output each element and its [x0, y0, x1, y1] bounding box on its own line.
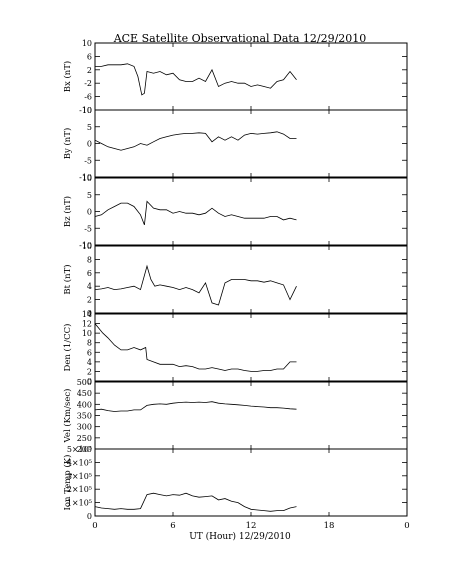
y-tick-label: -5	[84, 156, 92, 165]
y-tick-label: 5	[87, 191, 92, 200]
y-tick-label: 2	[87, 367, 92, 376]
y-tick-label: 4×10⁵	[67, 458, 92, 467]
y-tick-label: 300	[77, 423, 92, 432]
panel-frame	[94, 381, 408, 450]
y-tick-label: 8	[87, 255, 92, 264]
y-tick-label: 10	[82, 174, 92, 183]
series-line	[95, 63, 297, 96]
panels: 10 6 2 -2 -6 -10 Bx (nT) 10 5 0 -5 -10 By (nT) 10 5 0 -5…	[62, 39, 410, 531]
y-tick-label: 0	[87, 208, 92, 217]
y-axis-label: Bx (nT)	[62, 61, 73, 93]
panel-4: 10 8 6 4 2 0 Bt (nT)	[62, 242, 408, 318]
y-tick-label: 12	[82, 320, 92, 329]
y-tick-label: -10	[79, 173, 92, 182]
y-axis-label: Den (1/CC)	[62, 324, 73, 372]
chart-title: ACE Satellite Observational Data 12/29/2…	[113, 32, 367, 45]
series-line	[94, 200, 297, 226]
y-axis-label: Vel (Km/sec)	[62, 389, 73, 444]
y-tick-label: 200	[77, 445, 92, 454]
panel-frame	[94, 313, 408, 382]
y-tick-label: 6	[87, 52, 92, 61]
y-tick-label: -10	[79, 241, 92, 250]
y-tick-label: 3×10⁵	[67, 472, 92, 481]
y-axis-label: Bt (nT)	[62, 264, 73, 294]
y-axis-label: Bz (nT)	[62, 196, 73, 227]
y-tick-label: 14	[82, 310, 92, 319]
series-line	[94, 131, 297, 151]
y-tick-label: 0	[87, 377, 92, 386]
x-tick-label: 18	[324, 521, 335, 531]
x-axis-label: UT (Hour) 12/29/2010	[189, 531, 291, 542]
y-tick-label: 450	[77, 389, 92, 398]
panel-1: 10 6 2 -2 -6 -10 Bx (nT)	[62, 39, 408, 115]
y-tick-label: 250	[77, 434, 92, 443]
series-line	[94, 323, 297, 372]
y-tick-label: 10	[82, 39, 92, 48]
y-tick-label: 0	[87, 309, 92, 318]
series-line	[94, 264, 297, 306]
y-tick-label: 10	[82, 329, 92, 338]
y-tick-label: 2	[87, 296, 92, 305]
panel-frame	[94, 245, 408, 314]
y-tick-label: 4	[87, 358, 92, 367]
y-tick-label: 0	[87, 512, 92, 521]
x-tick-label: 12	[246, 521, 257, 531]
y-tick-label: 0	[87, 140, 92, 149]
y-tick-label: 2	[87, 66, 92, 75]
y-tick-label: 2×10⁵	[67, 485, 92, 494]
x-tick-label: 6	[170, 521, 175, 531]
series-line	[94, 401, 297, 412]
panel-frame	[94, 42, 408, 111]
y-tick-label: 350	[77, 412, 92, 421]
panel-6: 500 450 400 350 300 250 200 Vel (Km/sec)	[62, 378, 408, 454]
y-tick-label: 1×10⁵	[67, 499, 92, 508]
y-tick-label: 5×10⁵	[67, 445, 92, 454]
panel-frame	[94, 177, 408, 246]
y-tick-label: -6	[84, 93, 92, 102]
x-tick-label: 0	[404, 521, 409, 531]
y-tick-label: 6	[87, 348, 92, 357]
y-tick-label: 400	[77, 400, 92, 409]
panel-7: 5×10⁵ 4×10⁵ 3×10⁵ 2×10⁵ 1×10⁵ 0 Ion Temp (K)	[62, 445, 408, 521]
y-axis-label: Ion Temp (K)	[62, 455, 73, 511]
x-tick-label: 0	[92, 521, 97, 531]
y-tick-label: 8	[87, 339, 92, 348]
y-tick-label: 4	[87, 282, 92, 291]
panel-3: 10 5 0 -5 -10 Bz (nT)	[62, 174, 408, 250]
y-tick-label: -2	[84, 79, 92, 88]
y-tick-label: 10	[82, 106, 92, 115]
y-tick-label: 500	[77, 378, 92, 387]
y-tick-label: 6	[87, 269, 92, 278]
y-tick-label: -10	[79, 106, 92, 115]
series-line	[94, 492, 297, 512]
y-tick-label: 5	[87, 123, 92, 132]
y-tick-label: 10	[82, 242, 92, 251]
y-axis-label: By (nT)	[62, 128, 73, 160]
y-tick-label: -5	[84, 224, 92, 233]
panel-2: 10 5 0 -5 -10 By (nT)	[62, 106, 408, 182]
